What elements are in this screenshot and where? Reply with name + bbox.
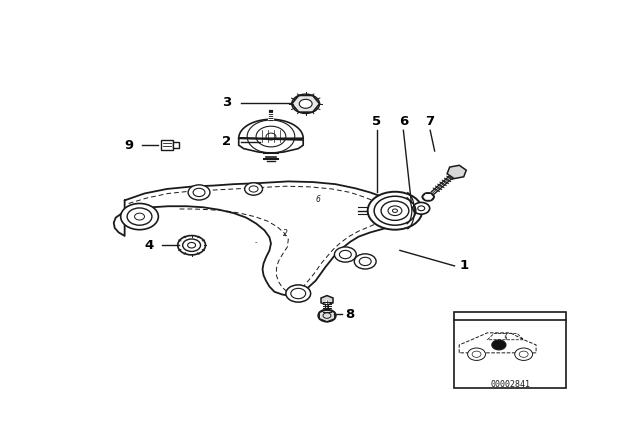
- Polygon shape: [239, 119, 303, 153]
- Circle shape: [300, 99, 312, 108]
- Polygon shape: [447, 165, 467, 179]
- Circle shape: [286, 285, 310, 302]
- Circle shape: [318, 310, 336, 322]
- Circle shape: [492, 340, 506, 350]
- Text: 3: 3: [222, 96, 231, 109]
- Circle shape: [292, 94, 319, 113]
- Text: 2: 2: [222, 135, 231, 148]
- Circle shape: [355, 254, 376, 269]
- Circle shape: [244, 183, 262, 195]
- Circle shape: [188, 185, 210, 200]
- Text: 7: 7: [426, 115, 435, 128]
- Text: 00002841: 00002841: [490, 380, 531, 389]
- Polygon shape: [292, 95, 319, 112]
- Polygon shape: [319, 310, 335, 322]
- Circle shape: [468, 348, 486, 361]
- Polygon shape: [321, 296, 333, 305]
- Circle shape: [335, 247, 356, 262]
- Polygon shape: [114, 181, 408, 296]
- Text: 5: 5: [372, 115, 381, 128]
- Text: 4: 4: [144, 239, 154, 252]
- Bar: [454, 313, 566, 388]
- Bar: [173, 142, 179, 148]
- Circle shape: [413, 202, 429, 214]
- Text: 6: 6: [399, 115, 408, 128]
- Circle shape: [515, 348, 532, 361]
- Circle shape: [367, 192, 422, 230]
- Text: 8: 8: [346, 308, 355, 321]
- Text: 6: 6: [316, 195, 321, 204]
- Text: -: -: [255, 239, 257, 245]
- Circle shape: [178, 236, 205, 255]
- Bar: [161, 140, 173, 151]
- Text: 2: 2: [284, 229, 288, 238]
- Text: 9: 9: [124, 139, 134, 152]
- Circle shape: [422, 193, 434, 201]
- Circle shape: [121, 203, 158, 230]
- Text: 1: 1: [460, 259, 468, 272]
